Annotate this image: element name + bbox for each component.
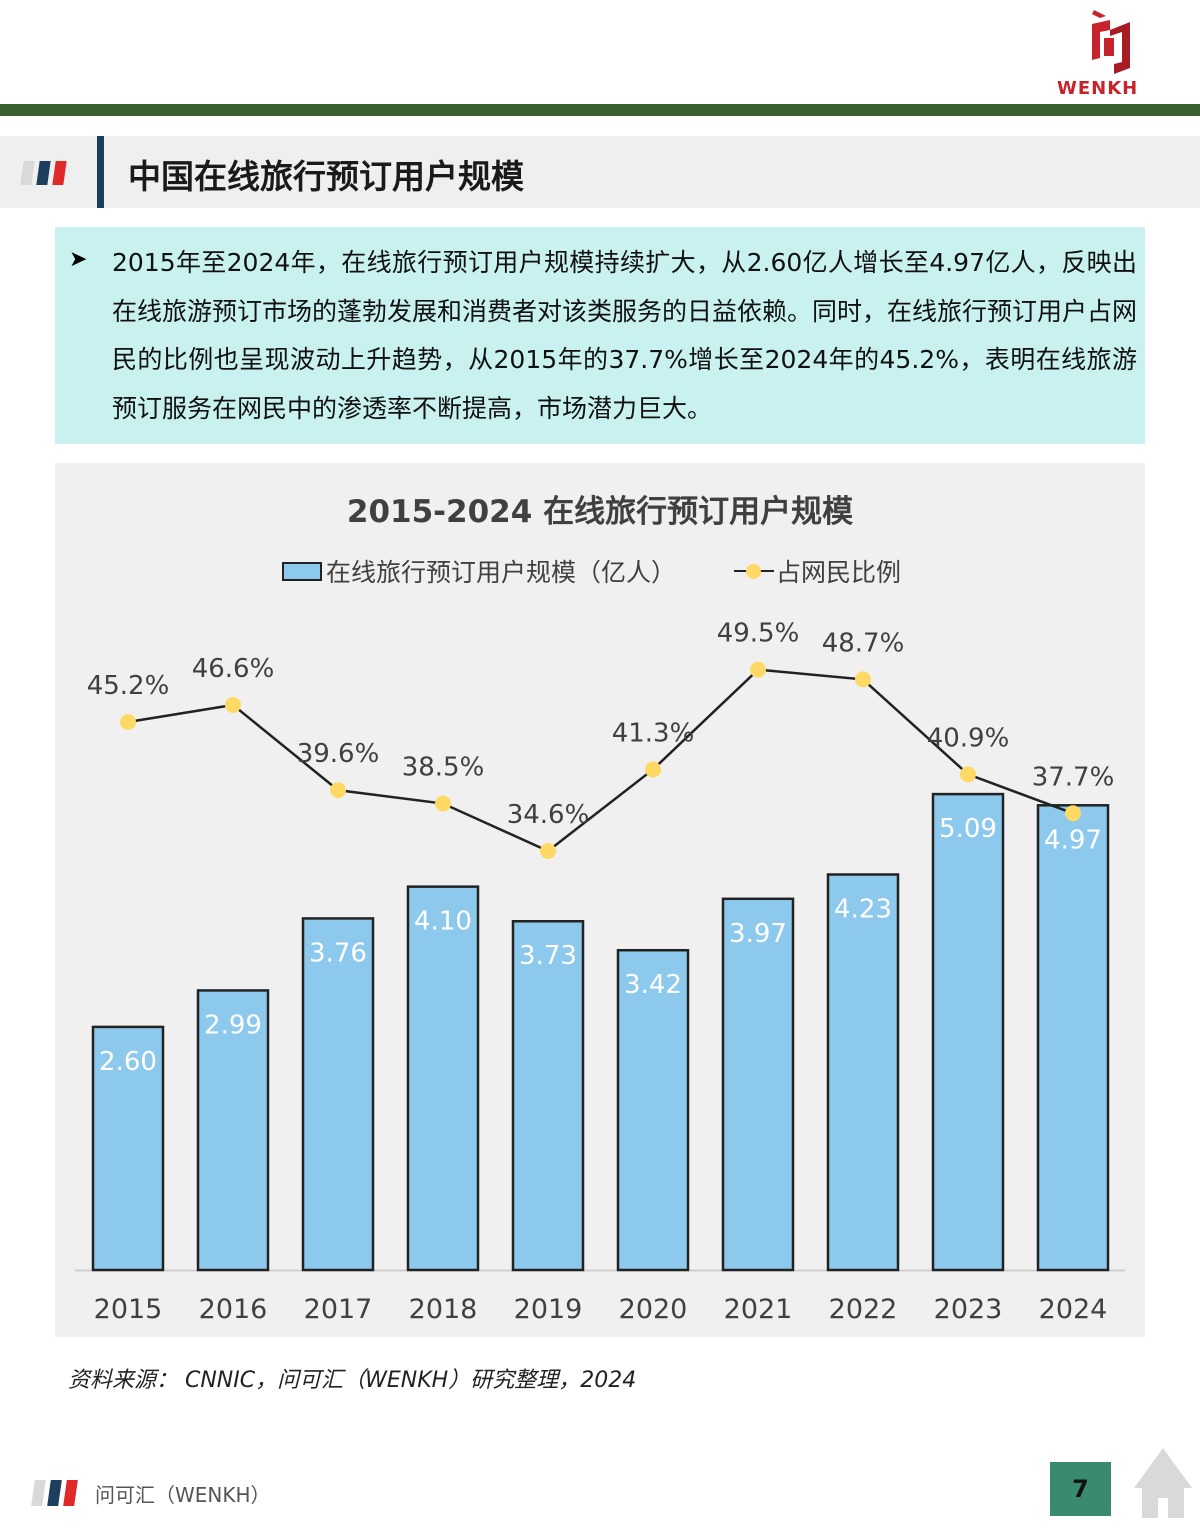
line-point-2016 — [225, 696, 241, 713]
x-tick-2015: 2015 — [94, 1294, 163, 1325]
footer-stripes-icon — [31, 1480, 78, 1506]
bar-label-2015: 2.60 — [99, 1047, 157, 1077]
source-note: 资料来源： CNNIC，问可汇（WENKH）研究整理，2024 — [68, 1368, 637, 1393]
line-label-2023: 40.9% — [927, 723, 1010, 753]
logo-text: WENKH — [1057, 78, 1139, 99]
x-tick-2024: 2024 — [1039, 1294, 1108, 1325]
line-label-2016: 46.6% — [192, 654, 275, 684]
x-tick-2022: 2022 — [829, 1294, 898, 1325]
line-label-2019: 34.6% — [507, 800, 590, 830]
bar-2022 — [826, 873, 900, 1272]
bar-label-2023: 5.09 — [939, 814, 997, 844]
line-point-2023 — [960, 766, 976, 783]
line-label-2018: 38.5% — [402, 753, 485, 783]
line-label-2015: 45.2% — [87, 671, 170, 701]
bar-2020 — [616, 948, 690, 1272]
x-tick-2016: 2016 — [199, 1294, 268, 1325]
title-bar — [0, 136, 1200, 208]
line-point-2015 — [120, 714, 136, 730]
summary-box: ➤ 2015年至2024年，在线旅行预订用户规模持续扩大，从2.60亿人增长至4… — [55, 227, 1145, 444]
line-point-2019 — [540, 843, 556, 860]
bar-label-2019: 3.73 — [519, 941, 577, 971]
line-point-2017 — [330, 782, 346, 799]
x-tick-2017: 2017 — [304, 1294, 373, 1325]
line-point-2022 — [855, 671, 871, 688]
legend-line-label: 占网民比例 — [776, 558, 902, 587]
bar-2023 — [931, 792, 1005, 1272]
legend-line-swatch — [734, 561, 775, 581]
bar-2017 — [301, 917, 375, 1272]
line-label-2020: 41.3% — [612, 718, 695, 748]
x-tick-2018: 2018 — [409, 1294, 478, 1325]
line-point-2021 — [750, 661, 766, 678]
line-point-2018 — [435, 795, 451, 812]
page-title: 中国在线旅行预订用户规模 — [128, 157, 524, 196]
legend-bar-swatch — [282, 561, 322, 581]
home-icon[interactable] — [1132, 1446, 1194, 1522]
chart-title: 2015-2024 在线旅行预订用户规模 — [346, 494, 854, 530]
bar-2015 — [91, 1025, 165, 1272]
bar-label-2021: 3.97 — [729, 919, 787, 949]
bar-label-2024: 4.97 — [1044, 825, 1102, 855]
line-series — [127, 668, 1074, 853]
bar-label-2016: 2.99 — [204, 1010, 262, 1040]
x-tick-2021: 2021 — [724, 1294, 793, 1325]
line-label-2021: 49.5% — [717, 619, 800, 649]
x-tick-2019: 2019 — [514, 1294, 583, 1325]
line-label-2024: 37.7% — [1032, 762, 1115, 792]
x-tick-2020: 2020 — [619, 1294, 688, 1325]
line-label-2022: 48.7% — [822, 628, 905, 658]
bar-2019 — [511, 919, 585, 1272]
line-label-2017: 39.6% — [297, 739, 380, 769]
chart-legend: 在线旅行预订用户规模（亿人） 占网民比例 — [282, 553, 901, 589]
bar-label-2018: 4.10 — [414, 907, 472, 937]
bar-2024 — [1036, 804, 1110, 1272]
wenkh-logo — [1088, 10, 1138, 82]
x-tick-2023: 2023 — [934, 1294, 1003, 1325]
footer-brand: 问可汇（WENKH） — [95, 1483, 271, 1507]
page-number: 7 — [1050, 1462, 1111, 1516]
line-point-2024 — [1065, 805, 1081, 822]
summary-text: 2015年至2024年，在线旅行预订用户规模持续扩大，从2.60亿人增长至4.9… — [112, 248, 1138, 423]
bar-label-2020: 3.42 — [624, 970, 682, 1000]
bullet-arrow-icon: ➤ — [69, 247, 88, 272]
line-point-2020 — [645, 761, 661, 778]
bar-label-2022: 4.23 — [834, 894, 892, 924]
bar-2018 — [406, 885, 480, 1272]
bar-2016 — [196, 989, 270, 1272]
bar-2021 — [721, 897, 795, 1272]
bar-label-2017: 3.76 — [309, 938, 367, 968]
header-divider — [0, 104, 1200, 116]
legend-bar-label: 在线旅行预订用户规模（亿人） — [326, 558, 677, 587]
